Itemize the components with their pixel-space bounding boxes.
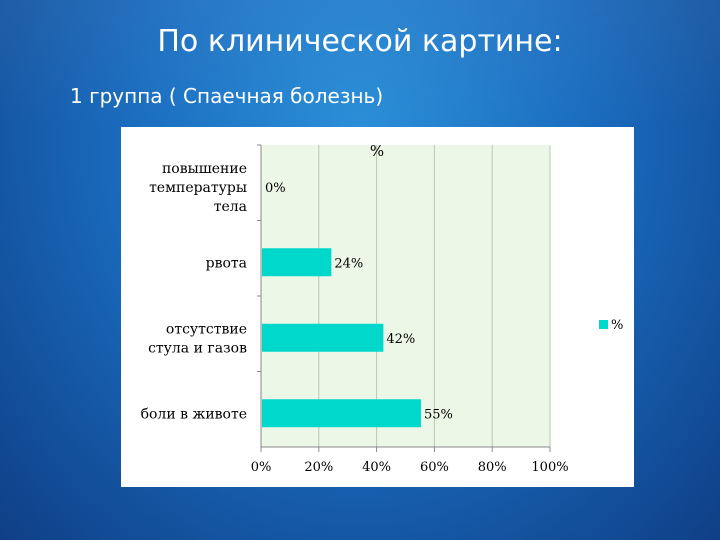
legend-label: % <box>611 318 623 333</box>
x-tick-label: 40% <box>362 460 391 475</box>
chart-panel: 0% 20% 40% 60% 80% 100%% 0% повышение температур… <box>121 127 634 487</box>
legend-swatch <box>599 320 608 329</box>
category-label: повышение <box>162 161 247 177</box>
bar-chart: 0% 20% 40% 60% 80% 100%% 0% повышение температур… <box>141 142 624 475</box>
bar <box>262 248 332 277</box>
x-tick-label: 0% <box>251 460 272 475</box>
bar <box>262 323 384 352</box>
slide-title: По клинической картине: <box>157 24 563 59</box>
category-label: тела <box>214 199 247 215</box>
bar <box>262 399 421 428</box>
category-label: рвота <box>206 255 247 271</box>
x-tick-label: 20% <box>304 460 333 475</box>
x-tick-label: 60% <box>420 460 449 475</box>
x-tick-label: 100% <box>531 460 568 475</box>
chart-title: % <box>370 142 384 160</box>
data-label: 42% <box>386 332 415 347</box>
slide-subtitle: 1 группа ( Спаечная болезнь) <box>70 84 384 108</box>
header-band <box>0 0 720 130</box>
category-label: боли в животе <box>141 406 247 422</box>
category-label: отсутствие <box>166 321 247 337</box>
plot-area <box>261 145 550 447</box>
category-label: температуры <box>149 180 247 196</box>
data-label: 0% <box>265 181 286 196</box>
data-label: 24% <box>334 256 363 271</box>
category-label: стула и газов <box>148 340 247 356</box>
x-tick-label: 80% <box>478 460 507 475</box>
data-label: 55% <box>424 407 453 422</box>
